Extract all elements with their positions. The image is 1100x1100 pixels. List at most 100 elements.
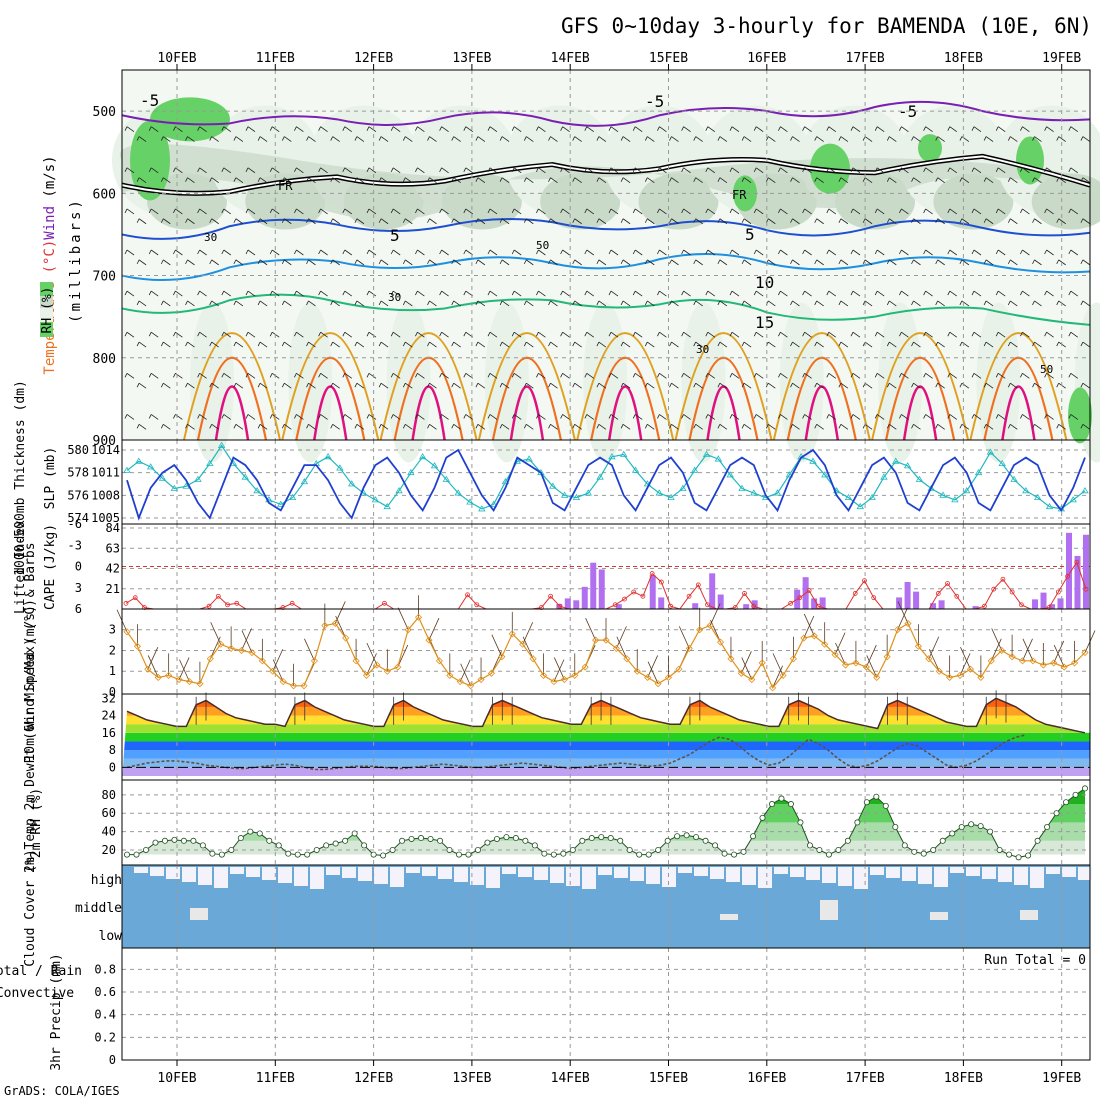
isotherm-30 xyxy=(214,385,250,441)
cloud-gap xyxy=(694,867,708,876)
wind-barb xyxy=(342,126,353,132)
rh-point xyxy=(199,842,206,849)
wind-barb xyxy=(560,414,570,420)
wind-barb xyxy=(995,373,1006,379)
wind-speed-point xyxy=(269,667,277,675)
wind-speed-point xyxy=(467,682,475,690)
wind-barb xyxy=(947,126,958,132)
wind-barb xyxy=(657,167,667,174)
label-rh-50: 50 xyxy=(1040,363,1053,376)
cloud-gap xyxy=(150,867,164,876)
rh-point xyxy=(569,846,576,853)
thickness-point xyxy=(158,474,167,481)
cloud-gap xyxy=(566,867,580,886)
cape-bar xyxy=(556,604,563,609)
wind-barb xyxy=(487,208,498,215)
wind-barb xyxy=(814,218,824,225)
wind-barb xyxy=(850,414,861,420)
wind-barb xyxy=(644,300,655,307)
wind-barb xyxy=(790,218,800,225)
wind-barb xyxy=(803,615,815,639)
wind-barb xyxy=(427,423,437,430)
label-10: 10 xyxy=(755,273,774,292)
rh-point xyxy=(949,830,956,837)
wind-barb xyxy=(210,622,222,645)
wind-barb xyxy=(378,177,389,183)
rh-point xyxy=(816,846,823,853)
label-rh-30: 30 xyxy=(388,291,401,304)
date-label-top: 10FEB xyxy=(157,51,196,66)
wind-speed-point xyxy=(217,640,225,648)
wind-barb xyxy=(584,126,595,132)
wind-barb xyxy=(185,300,195,307)
wind-barb xyxy=(306,300,316,307)
wind-barb xyxy=(378,382,389,389)
wind-barb xyxy=(378,423,389,430)
wind-barb xyxy=(402,177,413,183)
cloud-gap-mid xyxy=(190,908,208,920)
wind-barb xyxy=(886,300,897,307)
wind-barb xyxy=(560,126,570,132)
li-point xyxy=(1055,589,1061,595)
wind-barb xyxy=(802,290,812,297)
thickness-point xyxy=(655,489,663,496)
rh-point xyxy=(863,799,870,806)
wind-barb xyxy=(281,177,292,183)
rh-tick: 40 xyxy=(102,825,116,839)
wind-barb xyxy=(1007,300,1018,307)
wind-barb xyxy=(221,373,232,379)
wind-barb xyxy=(1068,249,1079,256)
li-point xyxy=(631,589,637,595)
thickness-point xyxy=(596,473,604,480)
thickness-tick: 574 xyxy=(67,511,89,525)
wind-barb xyxy=(415,373,425,379)
thickness-point xyxy=(300,477,309,485)
cape-bar xyxy=(811,598,818,609)
wind-barb xyxy=(124,373,135,379)
wind-barb xyxy=(1007,177,1018,183)
cape-bar xyxy=(938,600,945,609)
cape-axis-title: CAPE (J/kg) xyxy=(43,524,58,610)
upper-air-panel: -5 -5-55 51015FRFR303030505050060070080090… xyxy=(93,69,1100,463)
wind-barb xyxy=(717,300,728,307)
cloud-gap xyxy=(534,867,548,880)
isotherm-30 xyxy=(1001,385,1036,441)
rh-point xyxy=(1072,791,1079,798)
wind-barb xyxy=(911,259,921,266)
wind-barb xyxy=(923,126,933,132)
wind-barb xyxy=(463,126,474,132)
thickness-point xyxy=(738,484,746,491)
wind-barb xyxy=(427,382,437,389)
wind-speed-point xyxy=(123,628,131,636)
cape-bar xyxy=(743,604,750,609)
wind-barb xyxy=(354,423,365,430)
thickness-point xyxy=(702,450,711,457)
wind-barb xyxy=(281,382,292,389)
wind-barb xyxy=(886,423,897,430)
wind-barb xyxy=(354,382,365,389)
ylabel-ms: (m/s) xyxy=(42,155,58,206)
temp-line xyxy=(126,697,1086,734)
date-label-top: 17FEB xyxy=(846,51,885,66)
li-point xyxy=(234,600,240,606)
wind-speed-point xyxy=(331,619,339,628)
cloud-gap xyxy=(214,867,228,888)
wind-barb xyxy=(511,373,522,379)
wind-speed-point xyxy=(185,678,194,686)
rh-point xyxy=(797,819,804,826)
rh-point xyxy=(209,850,216,857)
wind-barb xyxy=(995,208,1006,215)
thickness-point xyxy=(418,453,427,460)
cloud-gap xyxy=(198,867,212,885)
rh-point xyxy=(142,846,149,853)
thickness-point xyxy=(241,473,249,480)
wind-barb xyxy=(173,249,183,256)
wind-barb xyxy=(959,177,970,183)
cloud-gap-mid xyxy=(930,912,948,920)
wind-barb xyxy=(584,167,595,174)
li-point xyxy=(806,588,812,593)
rh-point xyxy=(920,850,927,857)
cloud-gap xyxy=(454,867,468,882)
wind-barb xyxy=(741,300,752,307)
